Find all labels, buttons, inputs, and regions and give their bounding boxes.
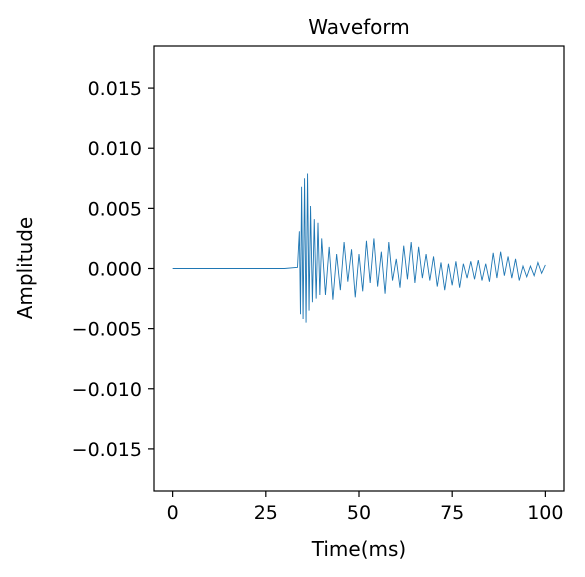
y-tick-label: 0.000	[88, 259, 142, 281]
y-axis-label: Amplitude	[13, 217, 37, 320]
y-axis: 0.015 0.010 0.005 0.000 −0.005 −0.010 −0.015	[72, 78, 154, 461]
x-tick-label: 0	[167, 502, 179, 524]
chart-title: Waveform	[308, 15, 410, 39]
x-tick-label: 100	[527, 502, 563, 524]
x-tick-label: 25	[254, 502, 278, 524]
y-tick-label: 0.015	[88, 78, 142, 100]
y-tick-label: 0.005	[88, 198, 142, 220]
plot-area	[153, 45, 565, 492]
x-tick-label: 75	[440, 502, 464, 524]
waveform-series-line	[172, 173, 546, 323]
y-tick-label: −0.005	[72, 319, 142, 341]
x-axis-label: Time(ms)	[311, 537, 406, 561]
x-tick-label: 50	[347, 502, 371, 524]
y-tick-label: −0.010	[72, 379, 142, 401]
y-tick-label: −0.015	[72, 439, 142, 461]
y-tick-label: 0.010	[88, 138, 142, 160]
x-axis: 0 25 50 75 100	[167, 491, 563, 524]
